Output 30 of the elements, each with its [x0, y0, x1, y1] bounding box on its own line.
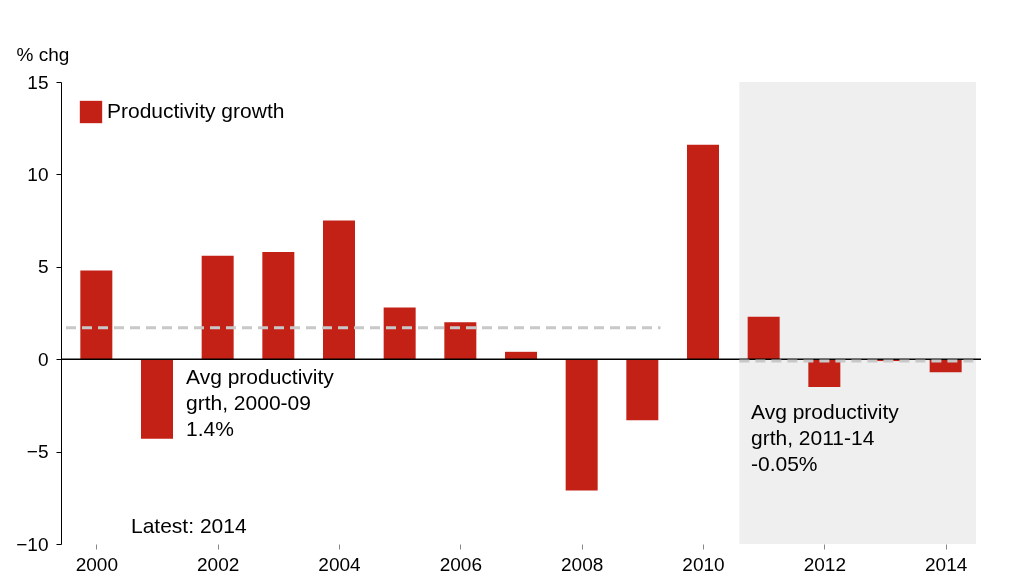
bar	[444, 322, 477, 360]
x-tick-label: 2012	[803, 553, 846, 575]
y-tick-label: 10	[27, 163, 49, 185]
annotation: Avg productivity grth, 2011-14 -0.05%	[751, 400, 900, 475]
bar	[141, 359, 173, 439]
bar	[383, 307, 416, 360]
bar	[80, 270, 113, 360]
bar	[262, 252, 295, 360]
x-tick-label: 2006	[439, 553, 482, 575]
annotation: Avg productivity grth, 2000-09 1.4%	[186, 365, 335, 440]
x-tick-label: 2004	[318, 553, 362, 575]
bar	[747, 316, 780, 360]
bar	[626, 359, 659, 421]
x-tick-label: 2002	[197, 553, 240, 575]
x-tick-label: 2010	[682, 553, 725, 575]
y-axis-title: % chg	[16, 43, 70, 65]
bar	[565, 359, 598, 491]
bar	[687, 144, 719, 360]
legend-label: Productivity growth	[107, 99, 285, 122]
y-tick-label: 5	[37, 256, 49, 278]
y-tick-label: 0	[37, 348, 49, 370]
annotation: Latest: 2014	[131, 514, 247, 537]
x-tick-label: 2014	[925, 553, 968, 575]
y-tick-label: 15	[27, 71, 49, 93]
bar	[201, 255, 234, 360]
x-tick-label: 2000	[75, 553, 118, 575]
bar	[323, 220, 355, 360]
y-tick-label: −5	[26, 441, 49, 463]
y-tick-label: −10	[16, 533, 49, 555]
x-tick-label: 2008	[561, 553, 604, 575]
